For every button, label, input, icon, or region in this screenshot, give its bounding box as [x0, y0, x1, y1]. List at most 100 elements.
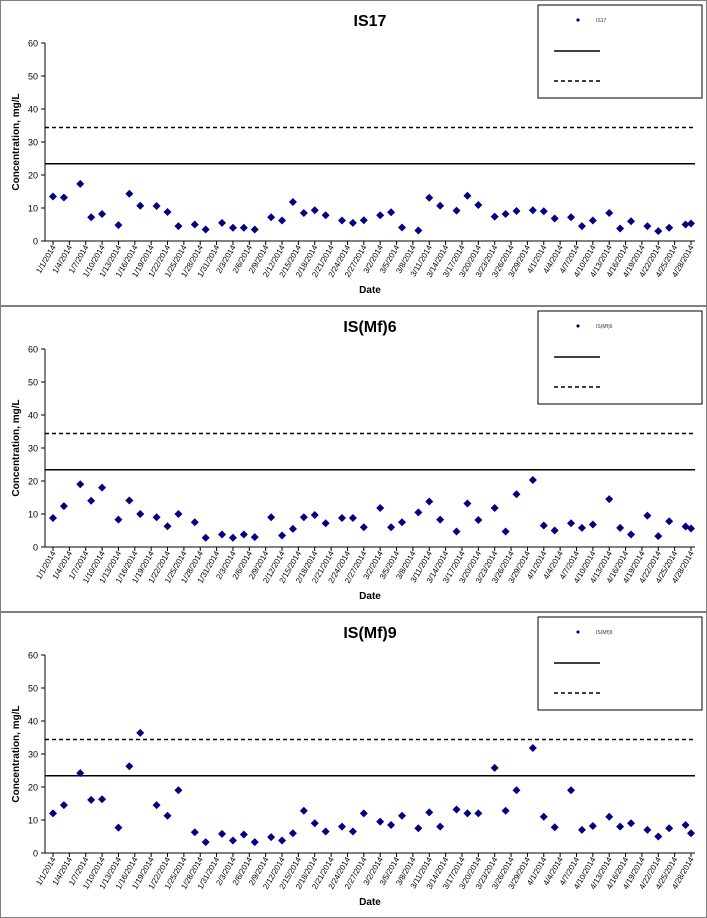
data-point	[452, 527, 461, 536]
y-tick-label: 40	[28, 717, 38, 727]
data-point	[605, 208, 614, 217]
data-point	[550, 214, 559, 223]
data-point	[687, 219, 695, 228]
data-point	[528, 476, 537, 485]
legend-label: IS(Mf)9	[596, 630, 613, 636]
data-point	[114, 221, 123, 230]
data-point	[643, 825, 652, 834]
data-point	[163, 811, 172, 820]
y-tick-label: 10	[28, 204, 38, 214]
x-axis-label: Date	[359, 591, 381, 602]
data-point	[463, 499, 472, 508]
data-point	[616, 224, 625, 233]
data-point	[528, 744, 537, 753]
data-point	[49, 513, 57, 522]
data-point	[87, 795, 96, 804]
x-axis-label: Date	[359, 285, 381, 296]
data-point	[359, 809, 368, 818]
data-point	[397, 518, 406, 527]
data-point	[190, 518, 199, 527]
data-point	[550, 526, 559, 535]
data-point	[87, 213, 96, 222]
data-point	[228, 533, 237, 542]
data-point	[338, 822, 347, 831]
y-tick-label: 20	[28, 783, 38, 793]
data-point	[436, 515, 445, 524]
data-point	[397, 811, 406, 820]
chart-panel: IS(Mf)6 Concentration, mg/L Date 0 10 20 30 40 5…	[0, 306, 707, 612]
data-point	[250, 838, 259, 847]
data-point	[359, 216, 368, 225]
data-point	[681, 820, 690, 829]
data-point	[338, 216, 347, 225]
data-point	[338, 513, 347, 522]
y-tick-label: 40	[28, 105, 38, 115]
data-point	[174, 222, 183, 231]
chart-title: IS17	[354, 13, 387, 30]
y-tick-label: 0	[33, 237, 38, 247]
data-point	[201, 838, 210, 847]
data-point	[512, 206, 521, 215]
data-point	[76, 769, 85, 778]
data-point	[501, 806, 510, 815]
y-tick-label: 50	[28, 684, 38, 694]
data-point	[321, 827, 330, 836]
data-point	[201, 225, 210, 234]
data-point	[588, 821, 597, 830]
data-point	[616, 523, 625, 532]
data-point	[414, 824, 423, 833]
data-point	[163, 522, 172, 531]
data-point	[452, 805, 461, 814]
data-point	[59, 193, 68, 202]
data-point	[348, 513, 357, 522]
y-axis-label: Concentration, mg/L	[11, 705, 22, 802]
data-point	[376, 817, 385, 826]
data-point	[387, 523, 396, 532]
data-point	[49, 192, 57, 201]
data-point	[425, 808, 434, 817]
data-point	[288, 524, 297, 533]
data-point	[665, 824, 674, 833]
y-axis-label: Concentration, mg/L	[11, 93, 22, 190]
data-point	[605, 812, 614, 821]
data-point	[136, 201, 145, 210]
data-point	[643, 511, 652, 520]
y-tick-label: 60	[28, 345, 38, 355]
chart-panel: IS(Mf)9 Concentration, mg/L Date 0 10 20 30 40 5…	[0, 612, 707, 918]
y-tick-label: 10	[28, 510, 38, 520]
data-point	[436, 201, 445, 210]
y-axis-label: Concentration, mg/L	[11, 399, 22, 496]
y-tick-label: 20	[28, 477, 38, 487]
y-tick-label: 30	[28, 138, 38, 148]
data-point	[605, 495, 614, 504]
data-point	[577, 523, 586, 532]
data-point	[267, 513, 276, 522]
data-point	[174, 786, 183, 795]
data-point	[567, 519, 576, 528]
data-point	[125, 496, 134, 505]
data-point	[288, 198, 297, 207]
data-point	[490, 212, 499, 221]
data-point	[310, 510, 319, 519]
data-point	[278, 836, 287, 845]
data-point	[190, 828, 199, 837]
legend-marker	[576, 18, 580, 22]
data-point	[125, 189, 134, 198]
data-point	[228, 836, 237, 845]
data-point	[414, 508, 423, 517]
data-point	[239, 830, 248, 839]
data-point	[501, 209, 510, 218]
data-point	[577, 825, 586, 834]
chart-title: IS(Mf)6	[343, 319, 396, 336]
data-point	[348, 218, 357, 227]
data-point	[310, 819, 319, 828]
y-tick-label: 10	[28, 816, 38, 826]
data-point	[539, 812, 548, 821]
data-point	[321, 519, 330, 528]
data-point	[627, 217, 636, 226]
data-point	[436, 822, 445, 831]
data-point	[387, 820, 396, 829]
y-tick-label: 50	[28, 378, 38, 388]
data-point	[474, 809, 483, 818]
